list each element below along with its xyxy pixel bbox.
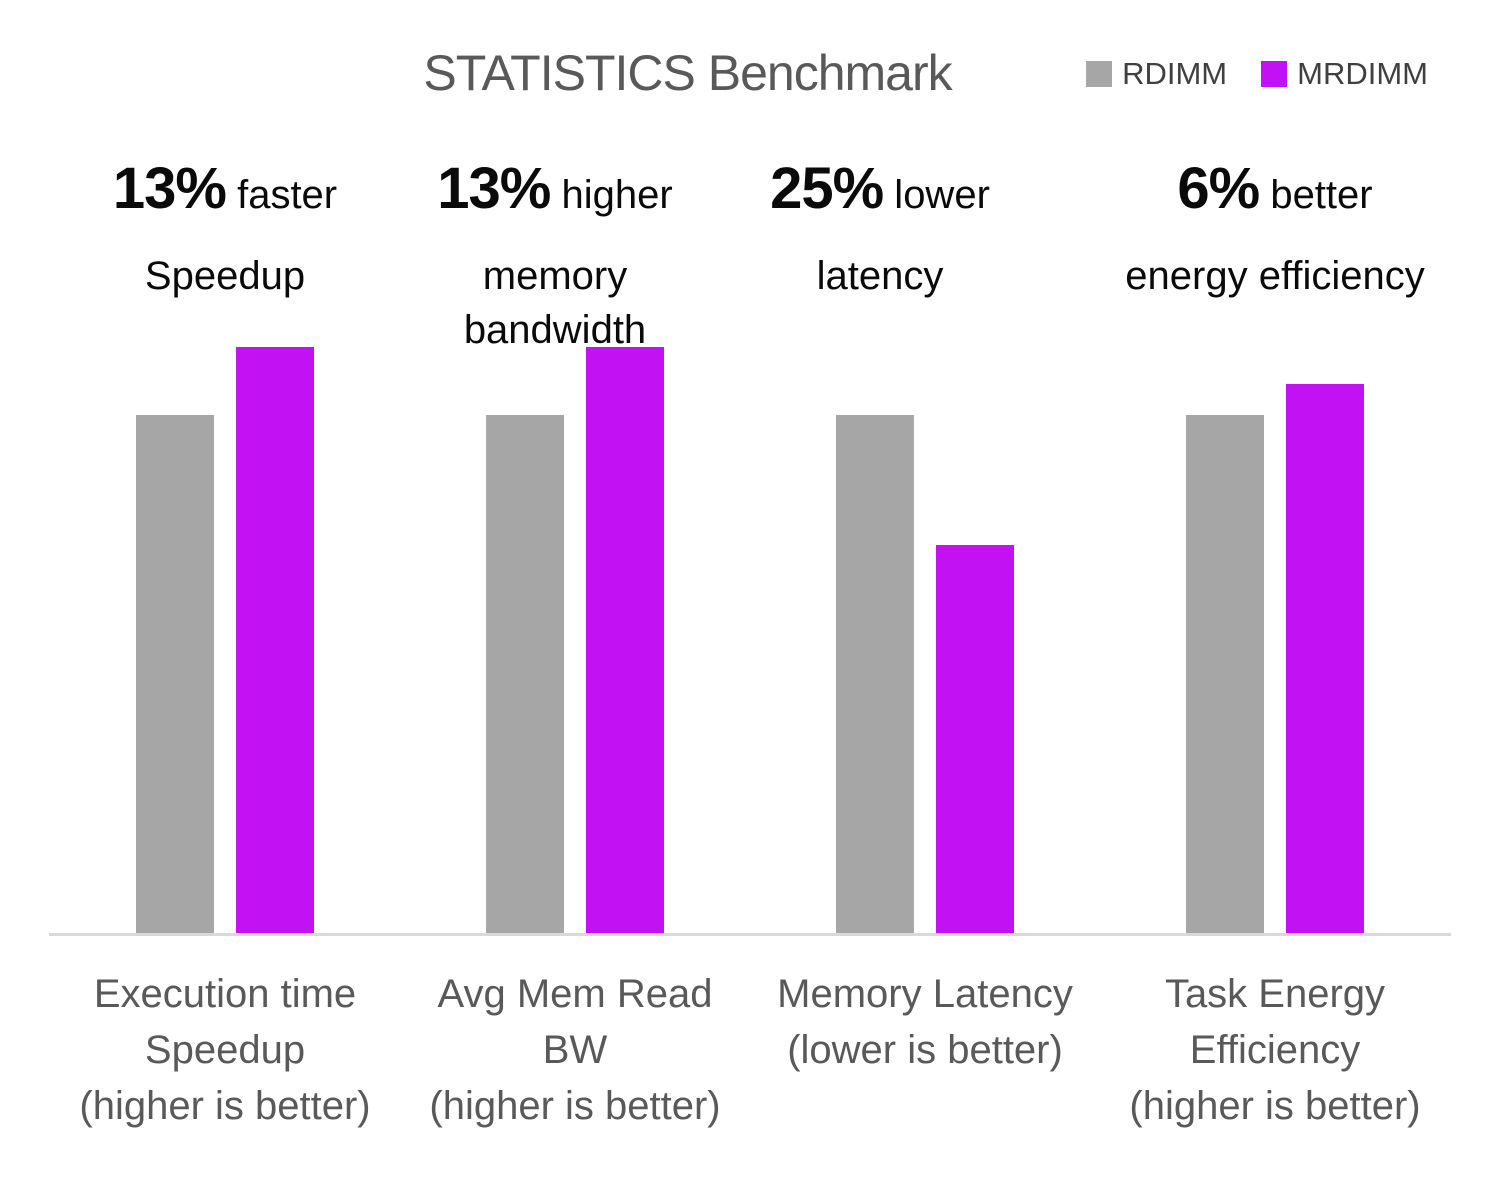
bar-pair-2	[400, 347, 750, 935]
legend: RDIMM MRDIMM	[1086, 56, 1428, 92]
bar-rdimm-group3	[836, 415, 914, 935]
x-axis-label-3: Memory Latency (lower is better)	[750, 966, 1100, 1134]
annotation-line: bandwidth	[463, 308, 647, 352]
annotation-stat: 25%	[770, 156, 884, 221]
x-axis-label-line: Memory Latency	[777, 972, 1073, 1016]
annotation-1: 13% faster Speedup	[50, 158, 400, 303]
legend-swatch-rdimm-icon	[1086, 61, 1113, 87]
annotation-suffix: higher	[550, 173, 673, 217]
legend-swatch-mrdimm-icon	[1261, 61, 1288, 87]
annotation-headline: 13% higher	[380, 158, 730, 235]
legend-label-mrdimm: MRDIMM	[1297, 56, 1428, 91]
bar-pair-3	[750, 415, 1100, 935]
bar-group-4: 6% better energy efficiency	[1100, 0, 1450, 935]
annotation-2: 13% higher memory bandwidth	[380, 158, 730, 357]
x-axis-label-line: (higher is better)	[1129, 1084, 1421, 1128]
x-axis-line	[49, 933, 1451, 936]
annotation-suffix: lower	[883, 173, 990, 217]
x-axis-label-line: Task Energy	[1164, 972, 1386, 1016]
x-axis-label-line: Efficiency	[1189, 1028, 1361, 1072]
annotation-suffix: faster	[225, 173, 338, 217]
legend-item-rdimm: RDIMM	[1086, 56, 1227, 92]
x-axis-labels: Execution time Speedup (higher is better) A…	[50, 966, 1450, 1134]
bar-mrdimm-group2	[586, 347, 664, 935]
annotation-headline: 25% lower	[705, 158, 1055, 235]
annotation-4: 6% better energy efficiency	[1100, 158, 1450, 303]
annotation-3: 25% lower latency	[705, 158, 1055, 303]
annotation-line: memory	[482, 254, 628, 298]
bar-group-3: 25% lower latency	[750, 0, 1100, 935]
annotation-line: Speedup	[144, 254, 306, 298]
annotation-stat: 13%	[112, 156, 227, 221]
x-axis-label-line: (higher is better)	[429, 1084, 721, 1128]
bar-rdimm-group2	[486, 415, 564, 935]
legend-item-mrdimm: MRDIMM	[1261, 56, 1428, 92]
annotation-line: latency	[816, 254, 944, 298]
x-axis-label-line: (lower is better)	[787, 1028, 1063, 1072]
x-axis-label-line: Speedup	[144, 1028, 306, 1072]
bar-mrdimm-group3	[936, 545, 1014, 935]
bar-rdimm-group4	[1186, 415, 1264, 935]
annotation-stat: 13%	[437, 156, 551, 221]
annotation-headline: 13% faster	[50, 158, 400, 235]
bar-group-1: 13% faster Speedup	[50, 0, 400, 935]
annotation-line: energy efficiency	[1125, 254, 1425, 298]
x-axis-label-line: Execution time	[93, 972, 357, 1016]
bar-mrdimm-group4	[1286, 384, 1364, 935]
bar-rdimm-group1	[136, 415, 214, 935]
bar-group-2: 13% higher memory bandwidth	[400, 0, 750, 935]
annotation-suffix: better	[1259, 173, 1373, 217]
x-axis-label-4: Task Energy Efficiency (higher is better)	[1100, 966, 1450, 1134]
x-axis-label-2: Avg Mem Read BW (higher is better)	[400, 966, 750, 1134]
x-axis-label-line: (higher is better)	[79, 1084, 371, 1128]
annotation-headline: 6% better	[1100, 158, 1450, 235]
chart-title: STATISTICS Benchmark	[423, 45, 952, 101]
bar-pair-4	[1100, 384, 1450, 935]
bar-mrdimm-group1	[236, 347, 314, 935]
bar-pair-1	[50, 347, 400, 935]
annotation-stat: 6%	[1177, 156, 1260, 221]
x-axis-label-line: Avg Mem Read BW	[437, 972, 713, 1072]
legend-label-rdimm: RDIMM	[1122, 56, 1228, 91]
bar-groups: 13% faster Speedup 13% higher memory bandwid…	[50, 0, 1450, 935]
x-axis-label-1: Execution time Speedup (higher is better)	[50, 966, 400, 1134]
